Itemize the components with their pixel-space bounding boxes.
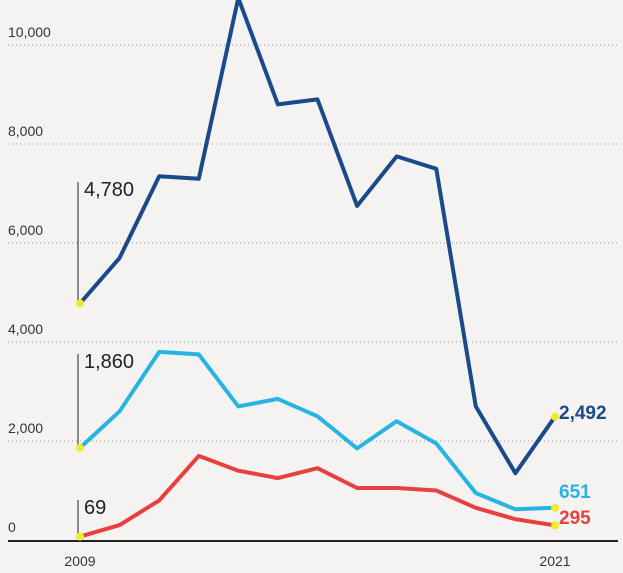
series-line <box>78 0 557 476</box>
y-axis-tick-labels: 0 2,000 4,000 6,000 8,000 10,000 <box>8 24 51 535</box>
y-tick-label: 0 <box>8 519 16 535</box>
y-tick-label: 4,000 <box>8 321 43 337</box>
start-point-marker <box>76 443 84 452</box>
end-point-marker <box>551 521 559 530</box>
end-value-label: 2,492 <box>559 403 607 424</box>
y-tick-label: 6,000 <box>8 222 43 238</box>
end-value-label: 295 <box>559 508 591 529</box>
series-lines <box>78 0 557 539</box>
x-tick-label: 2021 <box>539 553 570 569</box>
y-tick-label: 8,000 <box>8 123 43 139</box>
start-value-label: 4,780 <box>84 179 134 201</box>
end-point-marker <box>551 412 559 421</box>
end-value-label: 651 <box>559 482 591 503</box>
y-tick-label: 10,000 <box>8 24 51 40</box>
series-line <box>78 453 557 539</box>
start-point-marker <box>76 532 84 541</box>
x-tick-label: 2009 <box>64 553 95 569</box>
series-line <box>78 349 557 512</box>
gridlines <box>8 44 618 442</box>
end-point-marker <box>551 503 559 512</box>
start-value-label: 1,860 <box>84 351 134 373</box>
x-axis-tick-labels: 2009 2021 <box>64 553 570 569</box>
y-tick-label: 2,000 <box>8 420 43 436</box>
series-value-labels: 4,780 2,492 1,860 651 69 295 <box>76 179 607 541</box>
start-value-label: 69 <box>84 497 106 519</box>
start-point-marker <box>76 299 84 308</box>
